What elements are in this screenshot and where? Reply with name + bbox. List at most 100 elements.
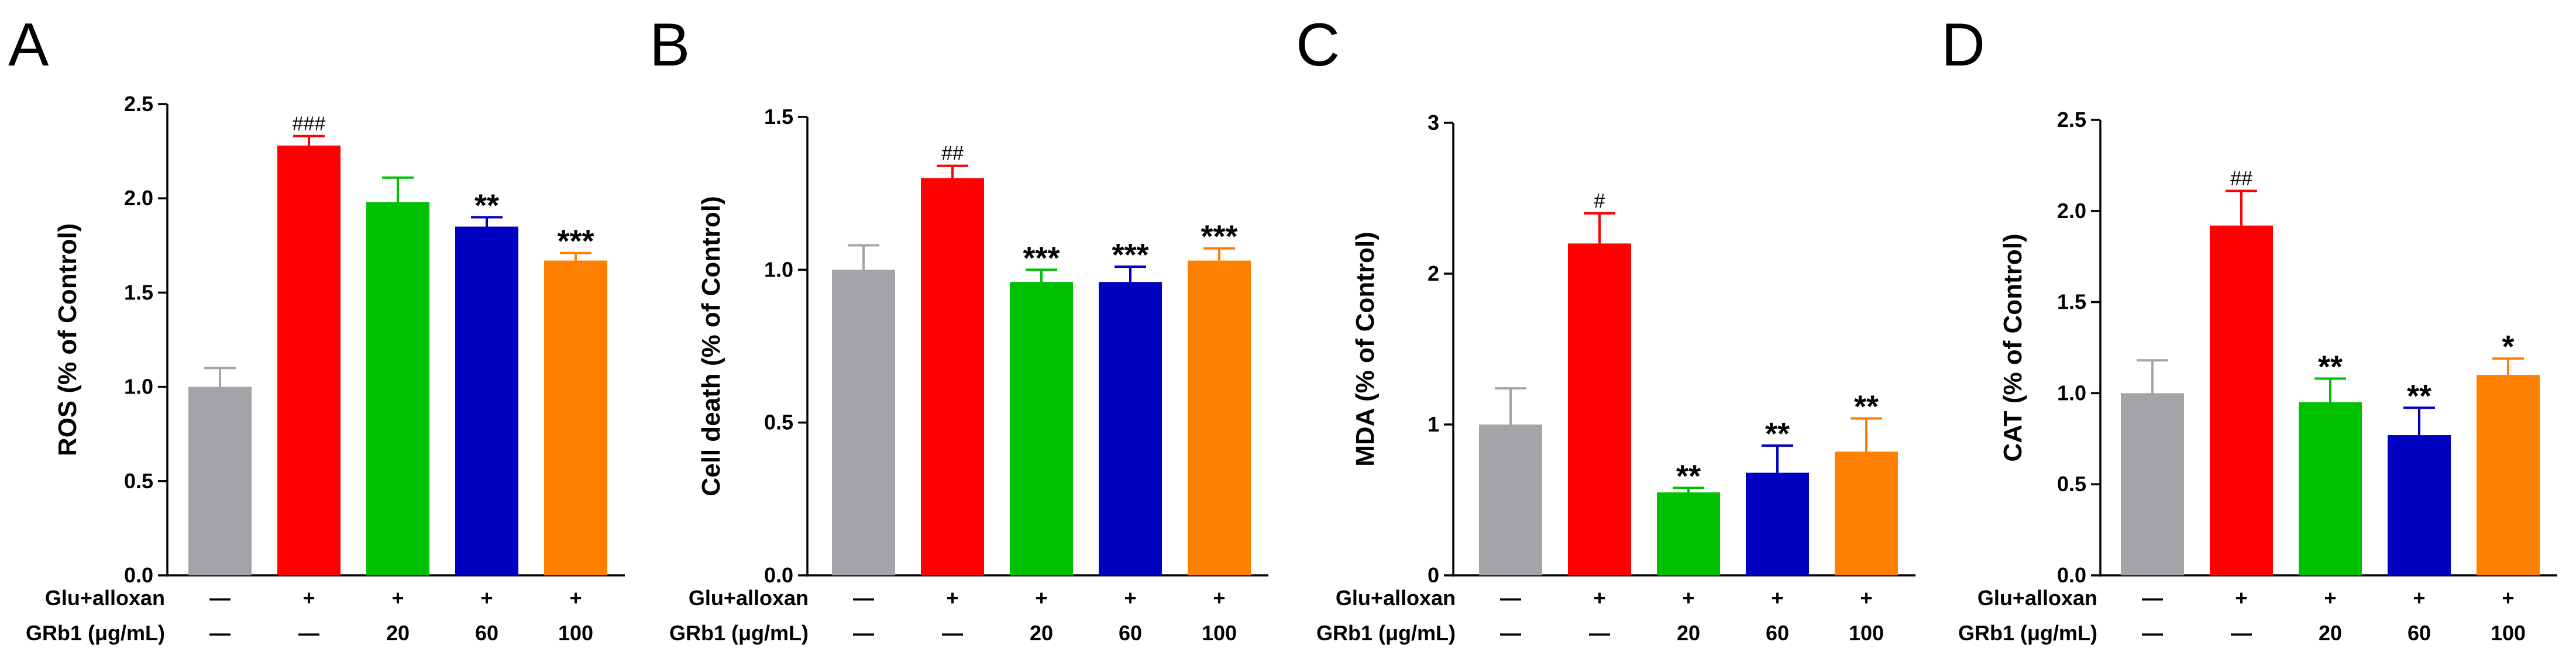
bar-model bbox=[921, 178, 984, 575]
bar-grb1-20 bbox=[1657, 492, 1720, 575]
panel-letter: D bbox=[1941, 11, 1985, 79]
y-axis-label: CAT (% of Control) bbox=[1999, 233, 2027, 461]
y-tick-label: 0.0 bbox=[764, 563, 793, 587]
condition-glu-value: + bbox=[1771, 586, 1783, 610]
row-label-glu: Glu+alloxan bbox=[45, 586, 165, 610]
condition-grb-value: 100 bbox=[1202, 621, 1237, 645]
significance-label: *** bbox=[557, 224, 594, 259]
row-label-glu: Glu+alloxan bbox=[1336, 586, 1456, 610]
bar-grb1-20 bbox=[366, 202, 429, 575]
y-tick-label: 0 bbox=[1428, 563, 1439, 587]
y-tick-label: 1.5 bbox=[124, 280, 153, 304]
y-tick-label: 1.5 bbox=[764, 105, 793, 129]
condition-glu-value: + bbox=[1124, 586, 1136, 610]
significance-label: ** bbox=[1676, 458, 1701, 494]
significance-label: ## bbox=[941, 143, 964, 165]
condition-grb-value: 60 bbox=[1119, 621, 1142, 645]
row-label-glu: Glu+alloxan bbox=[689, 586, 809, 610]
condition-glu-value: + bbox=[946, 586, 958, 610]
significance-label: *** bbox=[1023, 240, 1060, 275]
condition-glu-value: + bbox=[2324, 586, 2336, 610]
condition-glu-value: + bbox=[2413, 586, 2425, 610]
y-tick-label: 2.0 bbox=[124, 186, 153, 210]
significance-label: # bbox=[1594, 190, 1605, 212]
bar-grb1-60 bbox=[455, 226, 518, 575]
condition-glu-value: + bbox=[2235, 586, 2247, 610]
bar-model bbox=[2210, 225, 2273, 575]
y-axis-label: MDA (% of Control) bbox=[1351, 232, 1380, 467]
y-tick-label: 1.0 bbox=[124, 375, 153, 399]
significance-label: *** bbox=[1112, 237, 1148, 272]
panel-a: A 0.0 0.5 1.0 1.5 2.0 2.5 ROS (% of Control) — — #… bbox=[8, 11, 625, 645]
significance-label: ### bbox=[293, 113, 326, 135]
bar-grb1-60 bbox=[2388, 435, 2451, 575]
condition-glu-value: + bbox=[302, 586, 315, 610]
panel-b: B 0.0 0.5 1.0 1.5 Cell death (% of Control) — —… bbox=[649, 11, 1268, 645]
condition-glu-value: + bbox=[2502, 586, 2514, 610]
condition-grb-value: — bbox=[2231, 621, 2252, 645]
condition-glu-value: + bbox=[1593, 586, 1605, 610]
significance-label: ## bbox=[2230, 168, 2252, 190]
row-label-grb: GRb1 (μg/mL) bbox=[1316, 621, 1456, 645]
condition-glu-value: — bbox=[1500, 586, 1521, 610]
condition-grb-value: 20 bbox=[2319, 621, 2342, 645]
significance-label: ** bbox=[1765, 416, 1790, 451]
bar-control bbox=[832, 270, 895, 575]
significance-label: * bbox=[2502, 329, 2514, 364]
condition-grb-value: — bbox=[209, 621, 231, 645]
bar-grb1-100 bbox=[544, 260, 607, 575]
condition-grb-value: 60 bbox=[475, 621, 498, 645]
bar-model bbox=[277, 145, 341, 576]
panel-letter: C bbox=[1296, 11, 1340, 79]
condition-grb-value: — bbox=[298, 621, 319, 645]
y-tick-label: 0.5 bbox=[2057, 472, 2086, 496]
condition-glu-value: — bbox=[209, 586, 231, 610]
bar-grb1-100 bbox=[2477, 375, 2540, 575]
y-axis-label: ROS (% of Control) bbox=[53, 223, 82, 456]
condition-grb-value: — bbox=[942, 621, 963, 645]
y-tick-label: 2.0 bbox=[2057, 199, 2086, 223]
bar-model bbox=[1568, 243, 1631, 575]
y-tick-label: 0.0 bbox=[124, 563, 153, 587]
significance-label: ** bbox=[2407, 378, 2431, 413]
y-tick-label: 1.0 bbox=[2057, 381, 2086, 405]
bar-grb1-100 bbox=[1188, 260, 1251, 575]
y-tick-label: 3 bbox=[1428, 111, 1439, 134]
condition-grb-value: 20 bbox=[1677, 621, 1700, 645]
condition-grb-value: — bbox=[2142, 621, 2163, 645]
condition-grb-value: — bbox=[1589, 621, 1610, 645]
row-label-grb: GRb1 (μg/mL) bbox=[1958, 621, 2097, 645]
bar-control bbox=[2121, 393, 2184, 575]
bar-grb1-20 bbox=[1010, 282, 1073, 575]
condition-grb-value: 20 bbox=[1030, 621, 1053, 645]
condition-grb-value: 60 bbox=[2408, 621, 2431, 645]
condition-grb-value: 20 bbox=[386, 621, 410, 645]
bar-control bbox=[188, 387, 252, 575]
y-tick-label: 1 bbox=[1428, 412, 1439, 436]
condition-glu-value: + bbox=[391, 586, 404, 610]
condition-glu-value: — bbox=[853, 586, 874, 610]
significance-label: *** bbox=[1201, 219, 1237, 254]
y-tick-label: 2.5 bbox=[2057, 108, 2086, 132]
condition-grb-value: — bbox=[853, 621, 874, 645]
condition-glu-value: + bbox=[1213, 586, 1225, 610]
condition-glu-value: + bbox=[1682, 586, 1694, 610]
significance-label: ** bbox=[2318, 349, 2343, 384]
condition-glu-value: + bbox=[569, 586, 582, 610]
y-axis-label: Cell death (% of Control) bbox=[697, 196, 725, 496]
significance-label: ** bbox=[1854, 389, 1879, 425]
condition-glu-value: — bbox=[2142, 586, 2163, 610]
condition-grb-value: 100 bbox=[558, 621, 593, 645]
panel-d: D 0.0 0.5 1.0 1.5 2.0 2.5 CAT (% of Control) — — #… bbox=[1941, 11, 2557, 645]
y-tick-label: 2 bbox=[1428, 261, 1439, 285]
panel-letter: B bbox=[649, 11, 690, 79]
row-label-grb: GRb1 (μg/mL) bbox=[669, 621, 809, 645]
condition-grb-value: 100 bbox=[2491, 621, 2526, 645]
bar-grb1-60 bbox=[1099, 282, 1162, 575]
bar-grb1-20 bbox=[2299, 402, 2362, 575]
y-tick-label: 2.5 bbox=[124, 92, 153, 116]
condition-grb-value: — bbox=[1500, 621, 1521, 645]
bar-grb1-100 bbox=[1835, 451, 1898, 575]
y-tick-label: 1.5 bbox=[2057, 290, 2086, 314]
